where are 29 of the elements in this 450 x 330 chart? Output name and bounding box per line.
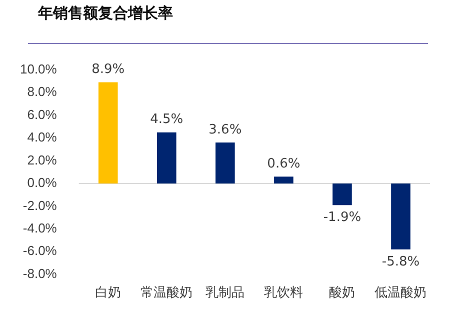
x-tick-label: 白奶	[95, 286, 122, 301]
x-tick-label: 酸奶	[329, 286, 356, 301]
y-tick-label: 2.0%	[27, 152, 58, 168]
y-tick-label: -4.0%	[22, 220, 58, 236]
data-label: 8.9%	[92, 62, 125, 78]
bar	[216, 142, 235, 184]
chart-title: 年销售额复合增长率	[38, 4, 173, 23]
x-tick-label: 乳饮料	[264, 286, 304, 301]
data-label: 3.6%	[208, 122, 242, 138]
y-tick-label: 0.0%	[27, 175, 58, 190]
y-tick-label: 4.0%	[27, 130, 58, 145]
y-tick-label: 8.0%	[27, 84, 58, 100]
bar	[98, 82, 118, 184]
y-tick-label: 10.0%	[20, 61, 58, 76]
x-tick-label: 低温酸奶	[374, 286, 427, 301]
data-label: 4.5%	[150, 112, 184, 128]
y-tick-label: -2.0%	[22, 198, 58, 213]
y-tick-label: -8.0%	[22, 266, 58, 281]
x-tick-label: 常温酸奶	[140, 286, 193, 301]
data-label: -1.9%	[323, 210, 362, 225]
bar	[156, 132, 176, 184]
y-tick-label: 6.0%	[27, 106, 58, 122]
bar	[274, 176, 294, 184]
bar	[391, 183, 410, 250]
bar	[332, 183, 352, 206]
data-label: -5.8%	[382, 254, 420, 270]
x-tick-label: 乳制品	[206, 286, 245, 301]
y-tick-label: -6.0%	[22, 243, 58, 258]
data-label: 0.6%	[267, 156, 300, 172]
